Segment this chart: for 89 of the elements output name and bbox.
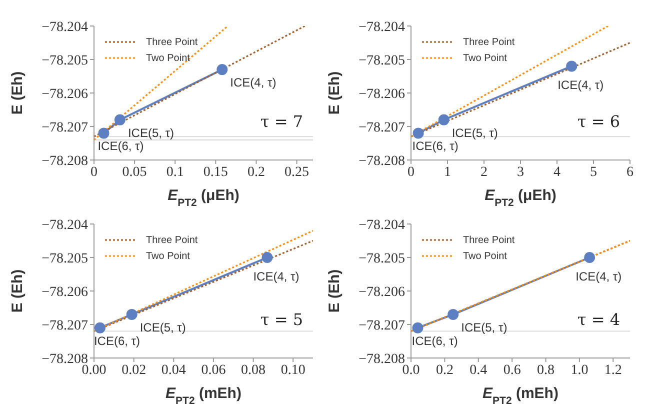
- x-tick-label: 0.08: [241, 362, 266, 378]
- annotation: ICE(6, τ): [412, 139, 458, 154]
- legend-label: Two Point: [463, 250, 507, 262]
- y-tick-label: −78.206: [358, 284, 405, 300]
- y-tick-label: −78.205: [42, 53, 88, 68]
- y-tick-label: −78.204: [358, 20, 405, 35]
- annotation: τ = 5: [260, 310, 303, 329]
- legend-label: Two Point: [146, 250, 190, 262]
- y-axis-title: E (Eh): [9, 269, 26, 313]
- point: [216, 64, 228, 76]
- x-tick-label: 0.2: [436, 362, 454, 378]
- x-tick-label: 0: [90, 164, 98, 180]
- annotation: ICE(6, τ): [94, 334, 140, 348]
- annotation: ICE(5, τ): [128, 126, 174, 140]
- y-tick-label: −78.204: [42, 218, 88, 233]
- x-tick-label: 0.4: [470, 362, 488, 378]
- y-tick-label: −78.208: [358, 154, 405, 169]
- y-axis-title: E (Eh): [326, 71, 343, 115]
- x-axis-title: E$_{PT2}$ (mEh): [166, 385, 242, 407]
- x-axis-title: E$_{PT2}$ (μEh): [484, 187, 556, 209]
- y-tick-label: −78.207: [42, 318, 88, 334]
- x-tick-label: 0.10: [280, 362, 306, 378]
- legend-label: Two Point: [146, 52, 190, 64]
- x-tick-label: 0.1: [166, 164, 184, 180]
- x-tick-label: 6: [626, 164, 634, 180]
- y-tick-label: −78.205: [358, 251, 405, 266]
- annotation: τ = 7: [260, 112, 303, 131]
- point: [412, 128, 424, 139]
- x-axis-title: E$_{PT2}$ (μEh): [168, 187, 240, 209]
- point: [448, 308, 459, 320]
- x-tick-label: 0.6: [503, 362, 521, 378]
- point: [94, 322, 106, 334]
- annotation: ICE(6, τ): [412, 334, 458, 348]
- annotation: τ = 4: [577, 310, 620, 329]
- y-tick-label: −78.208: [42, 154, 88, 169]
- x-tick-label: 0.00: [82, 362, 106, 378]
- y-tick-label: −78.207: [358, 120, 405, 136]
- annotation: ICE(4, τ): [230, 76, 276, 90]
- x-tick-label: 0.06: [201, 362, 226, 378]
- point: [584, 252, 596, 263]
- x-tick-label: 5: [590, 164, 597, 180]
- y-tick-label: −78.206: [42, 284, 88, 300]
- y-axis-title: E (Eh): [9, 71, 26, 115]
- y-axis-title: E (Eh): [326, 269, 343, 313]
- x-tick-label: 1.2: [604, 362, 622, 378]
- legend-label: Three Point: [463, 36, 515, 48]
- y-tick-label: −78.204: [42, 20, 88, 35]
- x-tick-label: 0.15: [203, 164, 228, 180]
- legend-label: Three Point: [146, 36, 198, 48]
- point: [412, 322, 424, 334]
- annotation: ICE(4, τ): [253, 270, 300, 284]
- x-tick-label: 1: [444, 164, 451, 180]
- point: [262, 252, 273, 263]
- annotation: ICE(5, τ): [452, 126, 498, 140]
- point: [114, 114, 126, 126]
- point: [126, 308, 138, 320]
- x-tick-label: 0: [408, 164, 414, 180]
- y-tick-label: −78.207: [42, 120, 88, 136]
- annotation: ICE(4, τ): [576, 270, 622, 284]
- x-tick-label: 0.8: [537, 362, 555, 378]
- x-tick-label: 4: [554, 164, 560, 180]
- legend-label: Three Point: [463, 234, 515, 246]
- point: [566, 60, 578, 72]
- x-tick-label: 0.25: [284, 164, 310, 180]
- annotation: ICE(5, τ): [140, 320, 186, 334]
- x-tick-label: 0.2: [247, 164, 265, 180]
- annotation: ICE(5, τ): [461, 320, 508, 334]
- point: [438, 114, 450, 126]
- y-tick-label: −78.205: [358, 53, 405, 68]
- x-tick-label: 2: [480, 164, 488, 180]
- x-axis-title: E$_{PT2}$ (mEh): [482, 385, 558, 407]
- annotation: ICE(4, τ): [558, 78, 604, 92]
- point: [98, 128, 110, 139]
- y-tick-label: −78.207: [358, 318, 405, 334]
- y-tick-label: −78.204: [358, 218, 405, 233]
- x-tick-label: 0.02: [122, 362, 146, 378]
- x-tick-label: 1.0: [570, 362, 588, 378]
- annotation: ICE(6, τ): [98, 139, 144, 154]
- legend-label: Two Point: [463, 52, 507, 64]
- y-tick-label: −78.206: [42, 86, 88, 102]
- x-tick-label: 0.0: [402, 362, 420, 378]
- x-tick-label: 0.05: [122, 164, 147, 180]
- y-tick-label: −78.205: [42, 251, 88, 266]
- annotation: τ = 6: [577, 112, 620, 131]
- legend-label: Three Point: [146, 234, 198, 246]
- y-tick-label: −78.208: [358, 352, 405, 367]
- x-tick-label: 3: [517, 164, 524, 180]
- y-tick-label: −78.206: [358, 86, 405, 102]
- x-tick-label: 0.04: [161, 362, 186, 378]
